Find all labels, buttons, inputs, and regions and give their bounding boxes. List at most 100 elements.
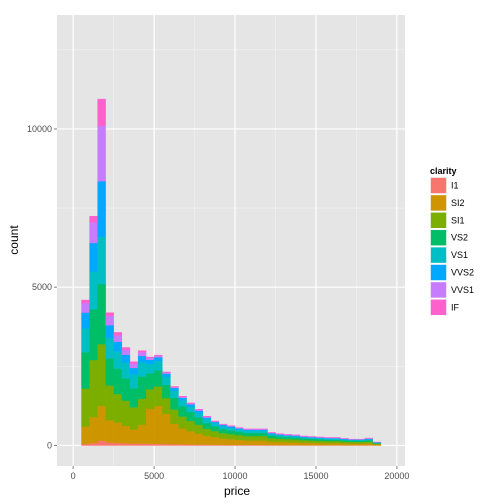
bar-segment-vs2 — [194, 417, 203, 425]
bar-segment-si1 — [340, 441, 349, 444]
bar-segment-si2 — [340, 443, 349, 446]
bar-segment-if — [97, 98, 106, 127]
bar-segment-si2 — [170, 423, 179, 445]
bar-segment-if — [251, 428, 260, 430]
bar-segment-vs1 — [162, 376, 171, 385]
bar-segment-vs1 — [275, 434, 284, 437]
bar-segment-si1 — [364, 441, 373, 444]
y-tick-label: 5000 — [32, 282, 52, 292]
bar-segment-vs1 — [226, 427, 236, 431]
bar-segment-vvs1 — [348, 439, 357, 440]
legend-label-vs2: VS2 — [451, 233, 468, 243]
bar-segment-si1 — [121, 400, 131, 427]
y-axis: 0 5000 10000 — [27, 124, 57, 450]
bar-segment-si2 — [137, 424, 147, 444]
bar-segment-si2 — [154, 405, 163, 445]
bar-segment-si1 — [178, 416, 187, 429]
bar-segment-vvs2 — [81, 312, 90, 329]
x-tick-label: 10000 — [223, 471, 248, 481]
bar-segment-si1 — [210, 431, 220, 438]
bar-segment-vvs1 — [332, 437, 341, 439]
bar-segment-vvs2 — [218, 424, 228, 427]
bar-segment-if — [113, 332, 123, 336]
bar-segment-vs2 — [81, 352, 90, 389]
bar-segment-vvs2 — [178, 397, 187, 401]
bar-segment-i1 — [113, 442, 123, 446]
legend-label-si1: SI1 — [451, 215, 465, 225]
bar-segment-i1 — [243, 444, 252, 446]
bar-segment-vvs2 — [105, 325, 114, 339]
bar-segment-vvs2 — [137, 355, 147, 363]
bar-segment-if — [202, 415, 212, 417]
bar-segment-si1 — [275, 438, 284, 443]
bar-segment-vvs2 — [162, 373, 171, 378]
bar-segment-i1 — [178, 444, 187, 446]
bar-segment-if — [226, 425, 236, 427]
bar-segment-vvs2 — [291, 435, 301, 437]
bar-segment-if — [154, 354, 163, 356]
bar-segment-if — [178, 396, 187, 397]
bar-segment-vs2 — [348, 440, 357, 443]
y-axis-title: count — [7, 225, 21, 255]
bar-segment-si1 — [235, 434, 244, 441]
bar-segment-vs1 — [194, 412, 203, 418]
bar-segment-vvs2 — [121, 354, 131, 363]
bar-segment-si2 — [146, 408, 155, 444]
bar-segment-vs2 — [251, 432, 260, 437]
bar-segment-vvs2 — [324, 437, 333, 439]
bar-segment-vs2 — [137, 376, 147, 399]
bar-segment-vs2 — [340, 440, 349, 442]
bar-segment-vvs2 — [356, 439, 365, 441]
legend-title: clarity — [430, 166, 457, 176]
bar-segment-si2 — [235, 439, 244, 446]
bar-segment-vs2 — [226, 430, 236, 435]
bar-segment-si2 — [348, 443, 357, 446]
bar-segment-vvs2 — [348, 439, 357, 441]
bar-segment-vs2 — [89, 309, 98, 361]
bar-segment-i1 — [97, 440, 106, 446]
bar-segment-i1 — [194, 444, 203, 446]
bar-segment-si2 — [89, 416, 98, 444]
x-tick-label: 5000 — [144, 471, 164, 481]
bar-segment-i1 — [332, 445, 341, 446]
bar-segment-if — [364, 437, 373, 439]
bar-segment-si1 — [291, 439, 301, 443]
bar-segment-vvs2 — [210, 421, 220, 424]
bar-segment-vs1 — [324, 438, 333, 440]
bar-segment-i1 — [275, 444, 284, 446]
bar-segment-vvs1 — [291, 434, 301, 436]
bar-segment-if — [170, 386, 179, 388]
bar-segment-si1 — [81, 388, 90, 427]
bar-segment-si2 — [113, 422, 123, 444]
bar-segment-i1 — [235, 444, 244, 446]
bar-segment-vvs1 — [235, 427, 244, 429]
bar-segment-si2 — [324, 443, 333, 446]
bar-segment-vvs2 — [251, 429, 260, 431]
bar-segment-vvs1 — [275, 433, 284, 435]
y-tick-label: 0 — [47, 440, 52, 450]
bar-segment-vs2 — [372, 442, 382, 444]
bar-segment-vvs2 — [129, 367, 139, 375]
legend-key-if — [430, 299, 447, 315]
bar-segment-si1 — [307, 440, 317, 444]
bar-segment-si2 — [291, 442, 301, 446]
bar-segment-i1 — [210, 444, 220, 446]
bar-segment-i1 — [81, 443, 90, 446]
bar-segment-vs1 — [235, 429, 244, 432]
bar-segment-si1 — [146, 389, 155, 410]
bar-segment-si2 — [218, 438, 228, 446]
bar-segment-i1 — [299, 445, 309, 446]
bar-segment-vs2 — [105, 358, 114, 386]
bar-segment-vvs2 — [202, 417, 212, 420]
bar-segment-si2 — [105, 420, 114, 443]
bar-segment-vvs1 — [340, 438, 349, 440]
bar-segment-si2 — [178, 428, 187, 445]
bar-segment-vvs2 — [243, 429, 252, 431]
bar-segment-if — [307, 436, 317, 437]
bar-segment-vs1 — [129, 374, 139, 389]
bar-segment-vvs1 — [162, 372, 171, 374]
bar-segment-si1 — [226, 434, 236, 440]
bar-segment-vs1 — [178, 400, 187, 407]
bar-segment-i1 — [89, 442, 98, 446]
bar-segment-si1 — [113, 393, 123, 423]
